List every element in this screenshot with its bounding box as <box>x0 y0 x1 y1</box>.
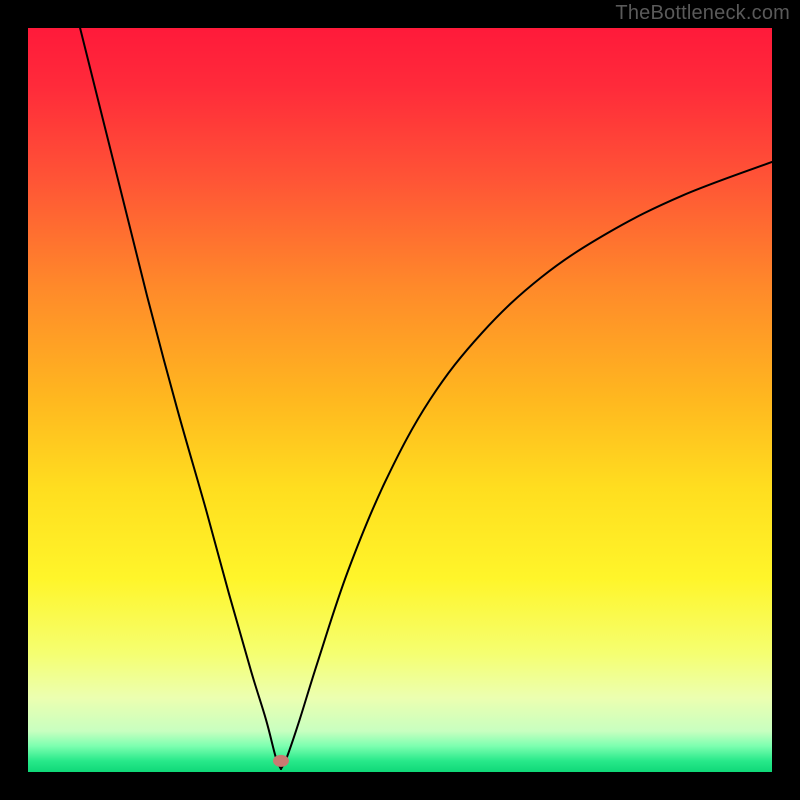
bottleneck-curve-svg <box>0 0 800 800</box>
curve-right-branch <box>281 162 772 769</box>
chart-stage: TheBottleneck.com <box>0 0 800 800</box>
curve-left-branch <box>80 28 281 769</box>
min-marker <box>273 755 289 767</box>
watermark-text: TheBottleneck.com <box>615 2 790 25</box>
